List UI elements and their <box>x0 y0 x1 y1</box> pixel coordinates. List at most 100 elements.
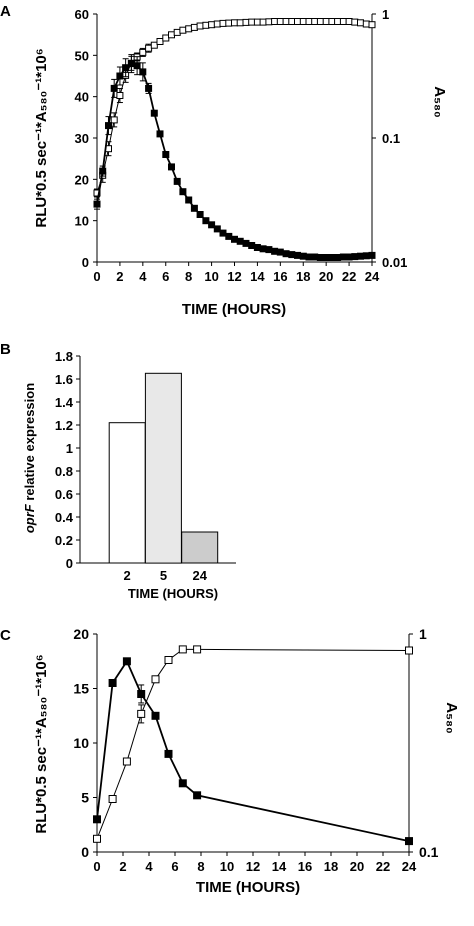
data-point-filled <box>305 253 313 261</box>
data-point-open <box>190 23 198 31</box>
x-tick-label: 10 <box>204 269 218 284</box>
y-tick-label: 0 <box>66 556 73 571</box>
data-point-filled <box>231 235 238 243</box>
data-point-filled <box>225 232 233 240</box>
data-point-open <box>122 757 131 766</box>
panel-c-series <box>93 645 413 846</box>
data-point-open <box>339 18 347 25</box>
data-point-filled <box>108 679 117 687</box>
data-point-open <box>162 34 170 42</box>
data-point-filled <box>219 229 227 237</box>
data-point-filled <box>236 237 244 245</box>
data-point-filled <box>248 242 256 249</box>
y-tick-label: 0.4 <box>55 510 74 525</box>
x-tick-label: 8 <box>185 269 192 284</box>
data-point-open <box>345 18 353 25</box>
data-point-open <box>282 18 290 25</box>
y-tick-label: 50 <box>75 48 89 63</box>
panel-b-x-ticks: 2 5 24 <box>124 568 208 583</box>
data-point-open <box>265 18 273 26</box>
data-point-open <box>259 18 267 26</box>
panel-c-y-axis-label-left: RLU*0.5 sec⁻¹*A₅₈₀⁻¹*10⁶ <box>33 654 50 833</box>
data-point-open <box>253 18 261 26</box>
data-point-open <box>242 18 250 26</box>
panel-a-y-ticks-right: 0.01 0.1 1 <box>372 7 407 270</box>
data-point-filled <box>294 251 301 259</box>
data-point-filled <box>357 252 364 260</box>
data-point-filled <box>271 247 279 255</box>
data-point-filled <box>322 254 330 261</box>
data-point-filled <box>110 84 118 92</box>
bar-24 <box>181 531 219 564</box>
bar-2 <box>108 422 146 564</box>
panel-b-y-ticks: 0 0.2 0.4 0.6 0.8 1 1.2 1.4 1.6 1.8 <box>55 349 80 571</box>
series-line <box>96 648 410 839</box>
data-point-filled <box>259 245 267 253</box>
y-tick-label: 1.2 <box>55 418 73 433</box>
data-point-filled <box>168 163 175 171</box>
y-tick-label: 1.8 <box>55 349 73 364</box>
x-tick-label: 18 <box>324 859 338 874</box>
series-filled-square <box>93 657 413 846</box>
data-point-filled <box>173 177 181 185</box>
panel-c-y-axis-label-right: A₅₈₀ <box>443 702 460 734</box>
y-tick-label: 40 <box>75 90 89 105</box>
data-point-open <box>139 48 147 56</box>
data-point-filled <box>276 248 284 256</box>
data-point-open <box>93 189 101 197</box>
x-tick-label: 4 <box>139 269 147 284</box>
data-point-filled <box>122 657 131 666</box>
data-point-filled <box>190 204 198 212</box>
y2-tick-label: 1 <box>419 626 427 642</box>
data-point-filled <box>99 167 107 175</box>
data-point-filled <box>362 252 370 260</box>
y-tick-label: 1.4 <box>55 395 74 410</box>
data-point-open <box>368 21 376 29</box>
data-point-filled <box>368 251 376 259</box>
panel-b: B 0 0.2 0.4 0.6 0.8 1 1.2 1.4 1.6 1.8 2 5 24 TIME (… <box>0 341 236 601</box>
data-point-open <box>108 795 117 803</box>
data-point-filled <box>196 211 204 218</box>
data-point-filled <box>151 711 160 720</box>
data-point-open <box>179 26 187 34</box>
data-point-open <box>193 645 202 654</box>
x-tick-label: 14 <box>250 269 265 284</box>
x-tick-label: 16 <box>298 859 312 874</box>
panel-a-series <box>93 18 376 261</box>
x-tick-label: 0 <box>93 269 100 284</box>
x-tick-label: 4 <box>145 859 153 874</box>
data-point-open <box>137 709 146 718</box>
data-point-open <box>208 21 216 29</box>
x-tick-label: 6 <box>162 269 169 284</box>
data-point-open <box>231 19 238 27</box>
y-tick-label: 0.2 <box>55 533 73 548</box>
x-tick-label: 12 <box>246 859 260 874</box>
y-tick-label: 30 <box>75 131 89 146</box>
panel-b-x-axis-label: TIME (HOURS) <box>128 586 218 601</box>
y-tick-label: 60 <box>75 7 89 22</box>
data-point-open <box>196 22 204 30</box>
data-point-open <box>178 645 187 654</box>
data-point-filled <box>265 246 273 254</box>
data-point-filled <box>185 196 193 204</box>
data-point-filled <box>282 250 290 258</box>
data-point-filled <box>405 837 413 846</box>
data-point-open <box>288 18 296 25</box>
data-point-filled <box>202 217 210 225</box>
y-tick-label: 0 <box>81 844 89 860</box>
y-tick-label: 20 <box>75 172 89 187</box>
x-tick-label: 5 <box>160 568 167 583</box>
panel-c-x-axis-label: TIME (HOURS) <box>196 879 300 896</box>
data-point-filled <box>208 221 216 229</box>
series-filled-square <box>93 54 376 261</box>
y-tick-label: 15 <box>73 681 89 697</box>
panel-a-axes <box>96 14 373 263</box>
x-tick-label: 0 <box>93 859 100 874</box>
data-point-open <box>213 20 221 28</box>
data-point-open <box>168 31 175 39</box>
x-tick-label: 6 <box>171 859 178 874</box>
x-tick-label: 24 <box>402 859 417 874</box>
data-point-open <box>305 18 313 25</box>
